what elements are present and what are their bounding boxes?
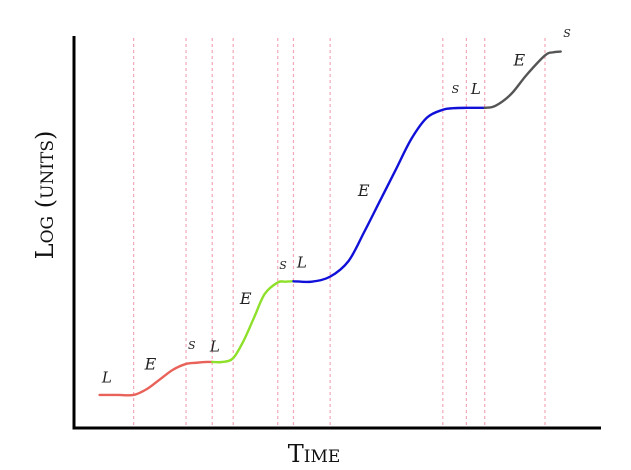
- curve-segment-2: [211, 280, 295, 364]
- phase-label-s-9: S: [452, 83, 460, 96]
- phase-label-l-7: L: [296, 254, 307, 272]
- curve-segment-1: [98, 360, 214, 397]
- phase-label-e-2: E: [144, 354, 157, 373]
- phase-label-l-4: L: [209, 338, 220, 356]
- curve-segment-3: [292, 106, 486, 284]
- phase-label-s-6: S: [279, 259, 287, 272]
- phase-label-e-8: E: [357, 181, 370, 200]
- y-axis-label: Log (units): [31, 131, 59, 260]
- phase-label-e-5: E: [239, 289, 252, 308]
- phase-label-e-11: E: [512, 51, 525, 70]
- growth-curve: [98, 50, 562, 397]
- phase-boundary-lines: [133, 38, 546, 426]
- phase-label-s-3: S: [188, 339, 196, 352]
- x-axis-label: Time: [288, 440, 341, 468]
- phase-label-l-10: L: [470, 80, 481, 98]
- phase-label-s-12: S: [563, 27, 571, 40]
- phase-label-l-1: L: [101, 369, 112, 387]
- phase-labels: LES LES LES LES: [101, 27, 571, 386]
- curve-segment-4: [483, 50, 562, 110]
